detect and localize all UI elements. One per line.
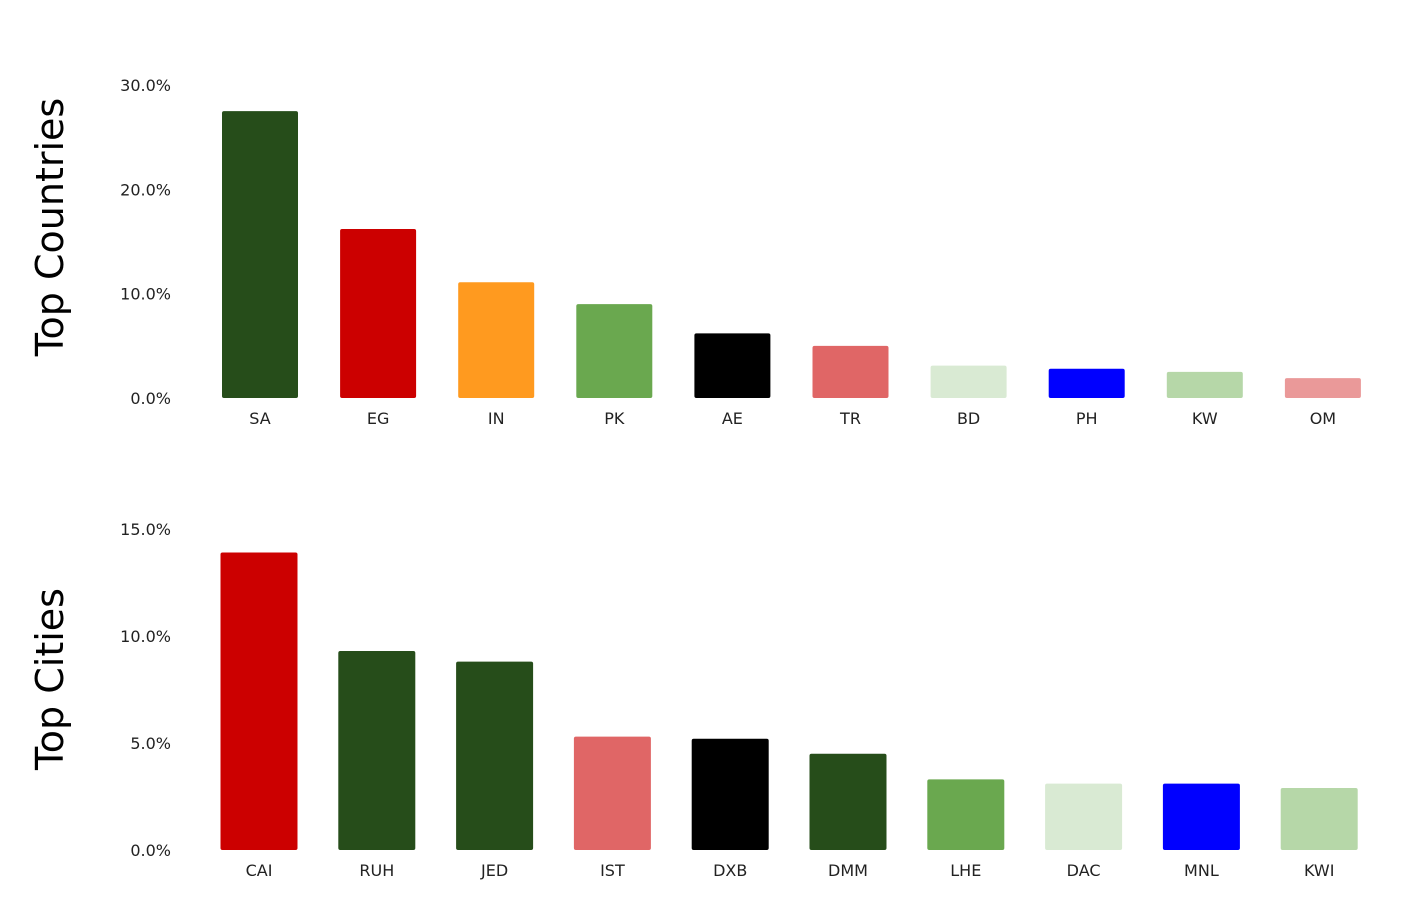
country-bar-bd[interactable] (930, 365, 1007, 398)
city-y-tick-label: 15.0% (120, 520, 171, 539)
country-x-tick-label: PH (1076, 409, 1098, 428)
country-x-tick-label: TR (839, 409, 861, 428)
country-bar-sa[interactable] (222, 111, 298, 398)
country-bar-om[interactable] (1284, 378, 1361, 398)
city-bar-mnl[interactable] (1162, 783, 1240, 850)
country-bar-kw[interactable] (1166, 371, 1243, 398)
city-bar-ist[interactable] (573, 736, 651, 850)
country-bar-ph[interactable] (1048, 368, 1125, 398)
city-x-tick-label: MNL (1184, 861, 1219, 880)
city-x-tick-label: DXB (713, 861, 747, 880)
country-x-tick-label: AE (722, 409, 743, 428)
city-x-tick-label: IST (600, 861, 625, 880)
city-x-tick-label: KWI (1304, 861, 1334, 880)
country-y-tick-label: 20.0% (120, 180, 171, 199)
country-y-tick-label: 10.0% (120, 285, 171, 304)
country-x-tick-label: PK (604, 409, 625, 428)
country-y-tick-label: 30.0% (120, 76, 171, 95)
country-x-tick-label: SA (249, 409, 270, 428)
city-bar-lhe[interactable] (927, 779, 1005, 850)
city-x-tick-label: CAI (246, 861, 273, 880)
city-bar-dmm[interactable] (809, 753, 887, 850)
city-y-tick-label: 0.0% (130, 841, 171, 860)
country-bar-in[interactable] (458, 282, 535, 398)
country-x-tick-label: OM (1310, 409, 1336, 428)
city-x-tick-label: DMM (828, 861, 868, 880)
city-x-tick-label: JED (480, 861, 508, 880)
city-x-tick-label: LHE (950, 861, 981, 880)
city-bar-dxb[interactable] (691, 738, 769, 850)
country-x-tick-label: IN (488, 409, 505, 428)
city-bar-cai[interactable] (220, 552, 298, 850)
country-bar-tr[interactable] (812, 345, 889, 398)
country-x-tick-label: EG (367, 409, 390, 428)
city-bar-jed[interactable] (456, 661, 534, 850)
country-x-tick-label: KW (1192, 409, 1218, 428)
country-bar-ae[interactable] (694, 333, 771, 398)
country-bar-eg[interactable] (340, 228, 417, 398)
country-x-tick-label: BD (957, 409, 980, 428)
city-y-tick-label: 10.0% (120, 627, 171, 646)
country-y-tick-label: 0.0% (130, 389, 171, 408)
city-bar-kwi[interactable] (1280, 787, 1358, 850)
city-x-tick-label: DAC (1067, 861, 1101, 880)
city-y-tick-label: 5.0% (130, 734, 171, 753)
city-bar-ruh[interactable] (338, 650, 416, 850)
city-bar-dac[interactable] (1045, 783, 1123, 850)
top-countries-chart: 0.0% 10.0% 20.0% 30.0% SA EG IN PK AE TR BD PH KW OM (120, 76, 1361, 428)
country-bar-pk[interactable] (576, 304, 653, 398)
city-x-tick-label: RUH (359, 861, 394, 880)
